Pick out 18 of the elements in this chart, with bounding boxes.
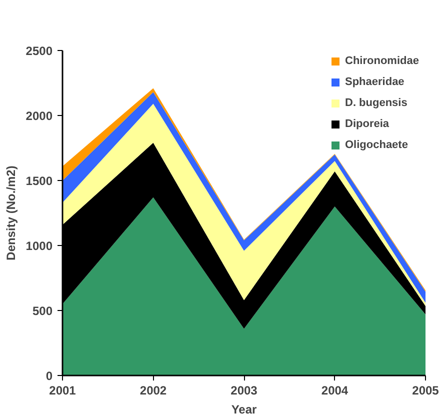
y-tick-label: 2000: [26, 109, 53, 123]
legend-label: Chironomidae: [345, 55, 419, 67]
legend-label: Oligochaete: [345, 139, 408, 151]
y-axis-title: Density (No./m2): [4, 166, 18, 260]
x-tick-label: 2001: [49, 384, 76, 398]
legend-label: Diporeia: [345, 118, 390, 130]
y-tick-label: 1000: [26, 239, 53, 253]
y-tick-label: 500: [32, 304, 53, 318]
legend-label: Sphaeridae: [345, 76, 404, 88]
x-tick-label: 2003: [230, 384, 258, 398]
y-tick-label: 2500: [26, 44, 53, 58]
x-tick-label: 2002: [140, 384, 167, 398]
legend-label: D. bugensis: [345, 97, 408, 109]
y-tick-label: 0: [46, 369, 53, 383]
x-tick-label: 2005: [412, 384, 439, 398]
x-tick-label: 2004: [321, 384, 348, 398]
y-tick-label: 1500: [26, 174, 53, 188]
x-axis-title: Year: [231, 402, 258, 416]
